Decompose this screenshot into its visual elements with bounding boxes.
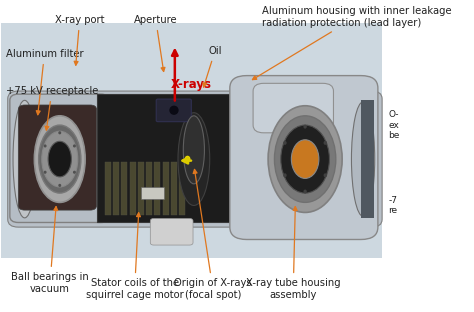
FancyBboxPatch shape [14, 110, 376, 140]
Bar [130, 162, 136, 215]
FancyBboxPatch shape [150, 218, 193, 245]
Ellipse shape [178, 113, 210, 206]
Ellipse shape [283, 173, 287, 177]
Ellipse shape [44, 171, 46, 174]
Ellipse shape [324, 141, 327, 145]
Text: Aperture: Aperture [134, 15, 178, 71]
Ellipse shape [58, 131, 61, 134]
FancyBboxPatch shape [253, 83, 334, 133]
Ellipse shape [169, 105, 179, 115]
FancyBboxPatch shape [10, 94, 109, 222]
Text: Ball bearings in
vacuum: Ball bearings in vacuum [11, 207, 89, 294]
Bar [155, 162, 160, 215]
FancyBboxPatch shape [8, 91, 382, 227]
Text: -7
re: -7 re [389, 196, 398, 215]
Text: Aluminum housing with inner leakage
radiation protection (lead layer): Aluminum housing with inner leakage radi… [253, 6, 451, 80]
FancyBboxPatch shape [230, 76, 378, 240]
Ellipse shape [183, 116, 204, 184]
Text: +75 kV receptacle: +75 kV receptacle [6, 86, 98, 130]
Bar [179, 162, 185, 215]
Bar [105, 162, 111, 215]
Ellipse shape [38, 125, 81, 193]
Ellipse shape [13, 100, 36, 218]
FancyBboxPatch shape [361, 100, 374, 218]
Ellipse shape [324, 173, 327, 177]
FancyBboxPatch shape [18, 105, 97, 210]
Text: Stator coils of the
squirrel cage motor: Stator coils of the squirrel cage motor [86, 213, 183, 300]
FancyBboxPatch shape [156, 99, 191, 122]
Ellipse shape [303, 124, 307, 129]
Ellipse shape [184, 156, 191, 163]
Text: Oil: Oil [203, 46, 222, 87]
Ellipse shape [44, 144, 46, 148]
Ellipse shape [73, 144, 76, 148]
Bar [171, 162, 177, 215]
Text: X-ray tube housing
assembly: X-ray tube housing assembly [246, 207, 341, 300]
Bar [138, 162, 144, 215]
Text: X-ray port: X-ray port [55, 15, 104, 65]
Ellipse shape [35, 116, 85, 202]
Text: X-rays: X-rays [171, 78, 211, 91]
Ellipse shape [281, 125, 329, 193]
FancyBboxPatch shape [141, 187, 164, 199]
Ellipse shape [42, 131, 78, 187]
Ellipse shape [274, 116, 336, 202]
Ellipse shape [292, 140, 319, 178]
Text: Origin of X-rays
(focal spot): Origin of X-rays (focal spot) [174, 169, 252, 300]
Ellipse shape [48, 141, 72, 177]
Ellipse shape [283, 141, 287, 145]
Ellipse shape [351, 102, 375, 216]
Bar [146, 162, 152, 215]
Bar [113, 162, 119, 215]
Ellipse shape [303, 190, 307, 193]
Bar [121, 162, 128, 215]
FancyBboxPatch shape [97, 94, 259, 222]
Ellipse shape [58, 184, 61, 187]
Text: O-
ex
be: O- ex be [389, 110, 400, 140]
Bar [163, 162, 169, 215]
Text: Aluminum filter: Aluminum filter [6, 49, 83, 115]
Ellipse shape [268, 106, 342, 212]
Ellipse shape [73, 171, 76, 174]
FancyBboxPatch shape [1, 23, 382, 258]
